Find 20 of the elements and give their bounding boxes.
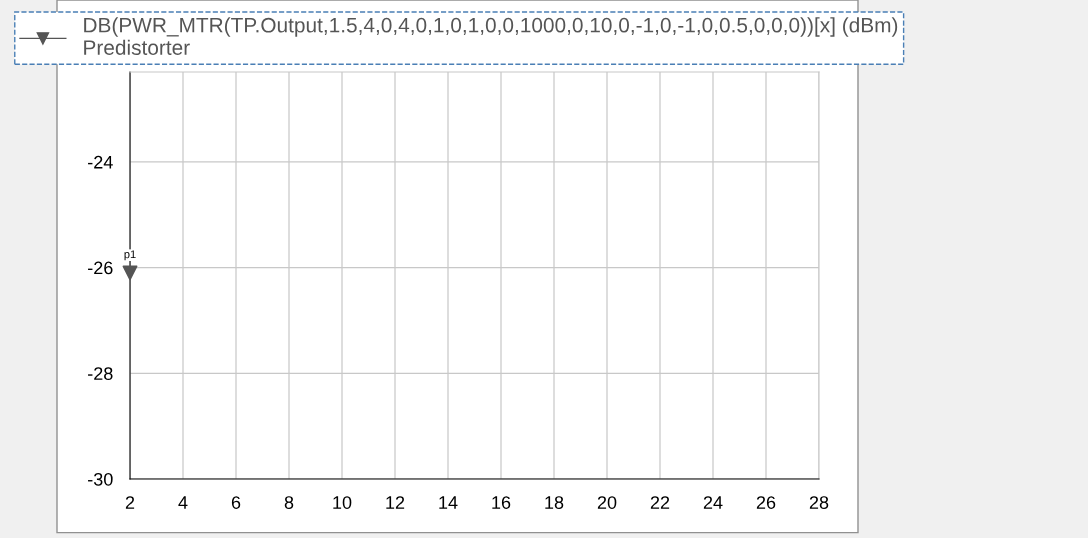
- x-tick-label: 10: [333, 496, 352, 509]
- annotation: p1: [124, 250, 136, 261]
- legend-label: DB(PWR_MTR(TP.Output,1.5,4,0,4,0,1,0,1,0,0,1000,0,10,0,-1,0,-1,0,0.5,0,0,0))[x] (dBm) Predistorter: [84, 17, 898, 55]
- y-tick-label: -28: [88, 367, 113, 381]
- x-tick-label: 18: [545, 496, 564, 509]
- x-tick-label: 12: [386, 496, 405, 509]
- x-tick-label: 28: [809, 496, 829, 509]
- x-tick-label: 22: [650, 496, 670, 509]
- x-tick-label: 20: [597, 496, 617, 509]
- y-tick-label: -24: [88, 155, 113, 169]
- x-tick-label: 24: [703, 496, 723, 509]
- x-tick-label: 26: [756, 496, 776, 509]
- x-tick-label: 4: [178, 496, 188, 509]
- x-tick-label: 14: [439, 496, 458, 509]
- x-tick-label: 6: [231, 496, 241, 509]
- y-tick-label: -30: [88, 472, 113, 486]
- x-tick-label: 16: [492, 496, 511, 509]
- y-tick-label: -26: [88, 261, 113, 275]
- x-tick-label: 2: [125, 496, 135, 509]
- x-tick-label: 8: [284, 496, 294, 509]
